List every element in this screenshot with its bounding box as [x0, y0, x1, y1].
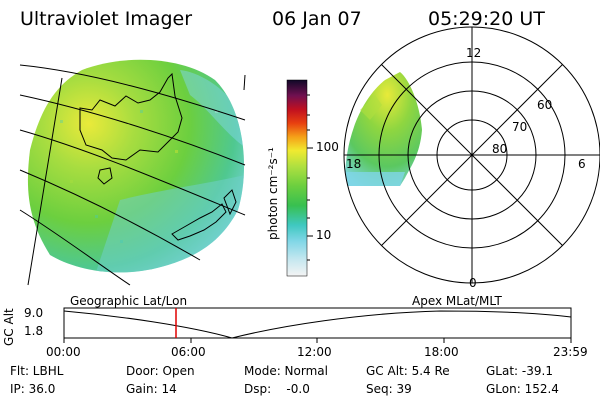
australia-coastline [79, 72, 183, 161]
colorbar-tick-100: 100 [316, 140, 339, 154]
app-title: Ultraviolet Imager [20, 8, 193, 30]
info-filter: Flt: LBHL [10, 364, 64, 378]
x-axis-ticks [63, 338, 572, 343]
info-ip: IP: 36.0 [10, 382, 56, 396]
mlt-label-18: 18 [346, 157, 362, 171]
altitude-y-top: 9.0 [24, 306, 44, 320]
mlt-label-12: 12 [466, 46, 482, 60]
colorbar [286, 79, 313, 277]
info-glon: GLon: 152.4 [486, 382, 559, 396]
lat-label-80: 80 [492, 142, 508, 156]
geographic-image [19, 59, 246, 286]
altitude-curve [63, 310, 572, 339]
x-tick-2359: 23:59 [553, 345, 588, 359]
altitude-plot [63, 307, 572, 343]
lat-label-60: 60 [537, 98, 553, 112]
mlt-label-0: 0 [469, 276, 477, 290]
apex-label: Apex MLat/MLT [412, 294, 502, 308]
lat-grid [19, 64, 246, 286]
colorbar-tick-10: 10 [316, 228, 332, 242]
x-tick-0600: 06:00 [171, 345, 206, 359]
altitude-y-bottom: 1.8 [24, 324, 44, 338]
mlt-label-6: 6 [578, 157, 586, 171]
geographic-label: Geographic Lat/Lon [70, 294, 188, 308]
new-zealand-coastline [171, 189, 237, 241]
info-mode: Mode: Normal [244, 364, 328, 378]
info-seq: Seq: 39 [366, 382, 412, 396]
info-gain: Gain: 14 [126, 382, 177, 396]
tasmania-coastline [97, 167, 113, 185]
colorbar-unit-label: photon cm⁻²s⁻¹ [266, 147, 280, 240]
polar-plot [343, 26, 600, 284]
info-gc-alt: GC Alt: 5.4 Re [366, 364, 450, 378]
lon-grid [27, 74, 246, 286]
date-label: 06 Jan 07 [272, 8, 362, 30]
info-dsp: Dsp: -0.0 [244, 382, 310, 396]
x-tick-1200: 12:00 [297, 345, 332, 359]
info-glat: GLat: -39.1 [486, 364, 553, 378]
aurora-region [345, 72, 422, 186]
info-door: Door: Open [126, 364, 195, 378]
time-label: 05:29:20 UT [428, 8, 545, 30]
altitude-axis-label: GC Alt [2, 308, 16, 346]
x-tick-0000: 00:00 [46, 345, 81, 359]
x-tick-1800: 18:00 [424, 345, 459, 359]
lat-label-70: 70 [512, 120, 528, 134]
